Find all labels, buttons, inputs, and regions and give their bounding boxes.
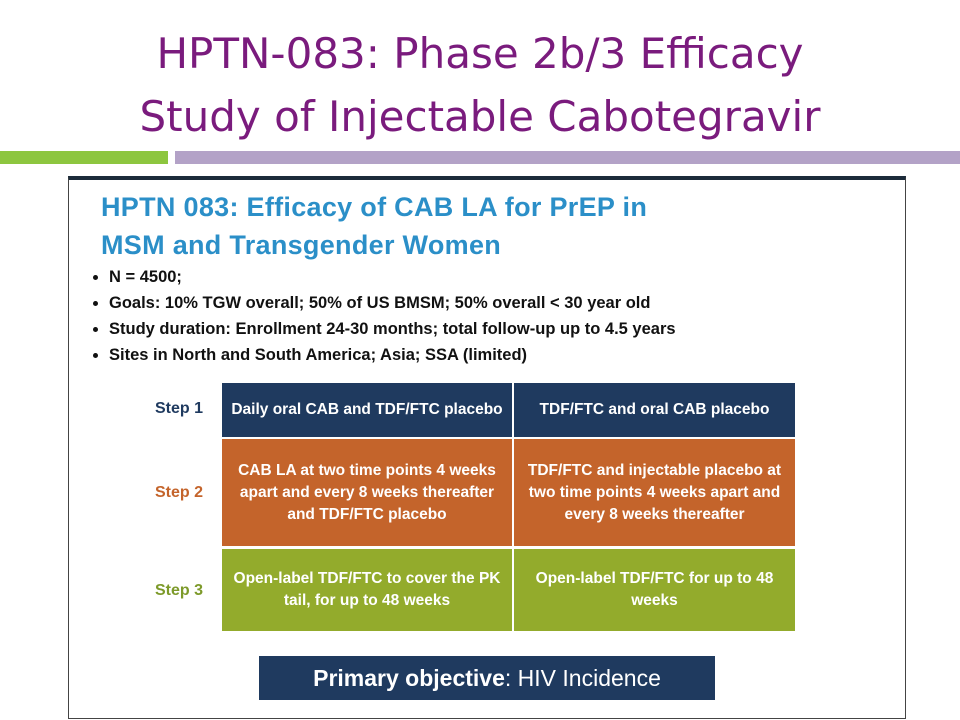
table-cell: CAB LA at two time points 4 weeks apart … — [222, 439, 512, 546]
bullet: Study duration: Enrollment 24-30 months;… — [109, 316, 676, 342]
title-line: HPTN-083: Phase 2b/3 Efficacy — [156, 29, 804, 78]
heading-line: HPTN 083: Efficacy of CAB LA for PrEP in — [101, 192, 648, 222]
accent-bar — [175, 151, 960, 164]
table-cell: Daily oral CAB and TDF/FTC placebo — [222, 383, 512, 437]
step-label: Step 3 — [154, 582, 203, 599]
table-cell: TDF/FTC and oral CAB placebo — [514, 383, 795, 437]
table-cell: TDF/FTC and injectable placebo at two ti… — [514, 439, 795, 546]
embedded-slide: HPTN 083: Efficacy of CAB LA for PrEP in… — [68, 176, 906, 719]
heading: HPTN 083: Efficacy of CAB LA for PrEP in… — [101, 188, 881, 264]
slide-title: HPTN-083: Phase 2b/3 Efficacy Study of I… — [0, 22, 960, 148]
table-cell: Open-label TDF/FTC to cover the PK tail,… — [222, 549, 512, 631]
step-label: Step 1 — [154, 400, 203, 417]
bullet: Goals: 10% TGW overall; 50% of US BMSM; … — [109, 290, 676, 316]
objective-label: Primary objective — [313, 664, 505, 691]
bullet-list: N = 4500; Goals: 10% TGW overall; 50% of… — [91, 264, 676, 368]
heading-line: MSM and Transgender Women — [101, 230, 502, 260]
objective-text: : HIV Incidence — [504, 664, 661, 691]
step-label: Step 2 — [154, 484, 203, 501]
objective-box: Primary objective: HIV Incidence — [259, 656, 715, 700]
table-cell: Open-label TDF/FTC for up to 48 weeks — [514, 549, 795, 631]
accent-bar — [0, 151, 168, 164]
bullet: Sites in North and South America; Asia; … — [109, 342, 676, 368]
bullet: N = 4500; — [109, 264, 676, 290]
title-line: Study of Injectable Cabotegravir — [139, 92, 821, 141]
